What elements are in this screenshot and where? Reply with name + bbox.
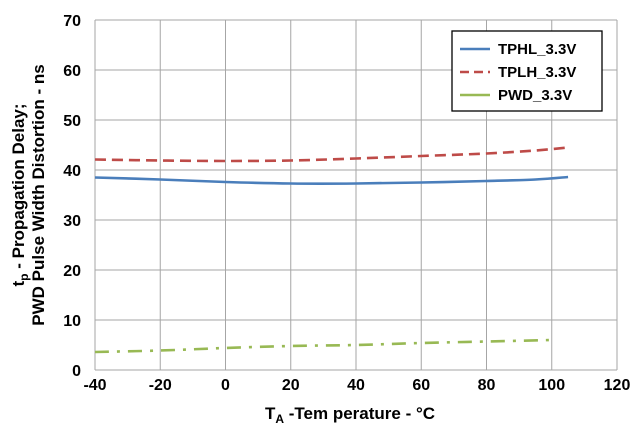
x-tick-label: 120 [604,377,631,394]
x-tick-label: 20 [282,377,300,394]
legend: TPHL_3.3V TPLH_3.3V PWD_3.3V [451,30,603,112]
tick-labels: -40 -20 0 20 40 60 80 100 120 0 10 20 30 40 50 60 70 [63,13,630,394]
x-axis-title-rest: -Tem perature - °C [284,404,435,423]
x-tick-label: 40 [347,377,365,394]
legend-label-tplh: TPLH_3.3V [498,64,576,81]
x-axis-title-main: T [265,404,276,423]
series-line-0 [94,175,569,185]
y-tick-label: 0 [72,363,81,380]
series-line-2 [94,338,552,354]
y-axis-title-line1-main: t [9,281,28,287]
x-tick-label: -20 [149,377,172,394]
y-axis-title-line2: PWD Pulse Width Distortion - ns [29,64,48,325]
y-axis-title-line1: tp - Propagation Delay; [9,103,31,286]
x-axis-title: TA -Tem perature - °C [265,404,435,426]
y-tick-label: 50 [63,113,81,130]
y-tick-label: 60 [63,63,81,80]
legend-label-tphl: TPHL_3.3V [498,41,576,58]
y-axis-title-line1-rest: - Propagation Delay; [9,103,28,273]
x-tick-label: 0 [221,377,230,394]
y-axis-title-line1-subscript: p [17,274,31,281]
y-tick-label: 40 [63,163,81,180]
y-tick-label: 30 [63,213,81,230]
legend-label-pwd: PWD_3.3V [498,87,572,104]
gridlines [94,19,618,371]
y-tick-label: 70 [63,13,81,30]
y-tick-label: 20 [63,263,81,280]
x-tick-label: 80 [478,377,496,394]
x-axis-title-subscript: A [275,412,284,426]
x-tick-label: 60 [412,377,430,394]
x-tick-label: -40 [83,377,106,394]
y-tick-label: 10 [63,313,81,330]
series-line-1 [94,146,569,163]
x-tick-label: 100 [538,377,565,394]
series-lines [94,146,569,354]
